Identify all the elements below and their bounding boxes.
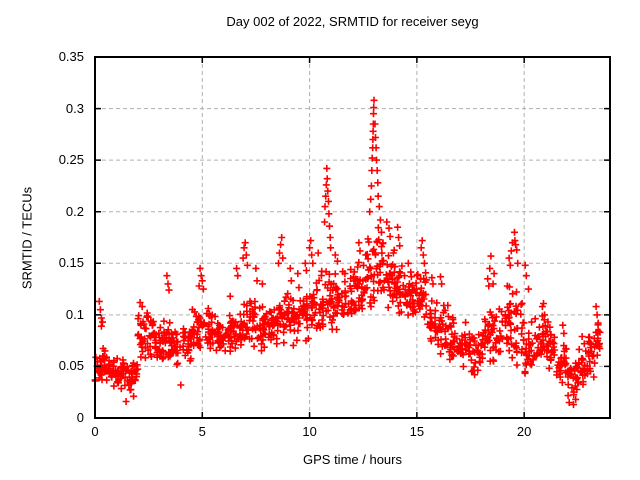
x-tick-label: 20 — [516, 424, 532, 439]
y-tick-label: 0.05 — [58, 358, 84, 374]
y-tick-label: 0.1 — [65, 306, 84, 322]
y-tick-label: 0.25 — [58, 152, 84, 168]
y-tick-label: 0.15 — [58, 255, 84, 271]
x-tick-label: 0 — [91, 424, 99, 439]
tick-marks — [94, 56, 610, 419]
y-tick-label: 0 — [76, 410, 84, 425]
x-tick-label: 5 — [198, 424, 206, 439]
y-tick-label: 0.2 — [65, 203, 84, 219]
y-tick-label: 0.3 — [65, 100, 84, 116]
chart-title: Day 002 of 2022, SRMTID for receiver sey… — [226, 14, 479, 29]
x-axis-title: GPS time / hours — [303, 452, 402, 467]
scatter-points — [91, 96, 604, 409]
plot-border — [94, 56, 611, 419]
x-tick-label: 15 — [409, 424, 425, 439]
y-tick-label: 0.35 — [58, 49, 84, 64]
x-tick-label: 10 — [302, 424, 317, 439]
